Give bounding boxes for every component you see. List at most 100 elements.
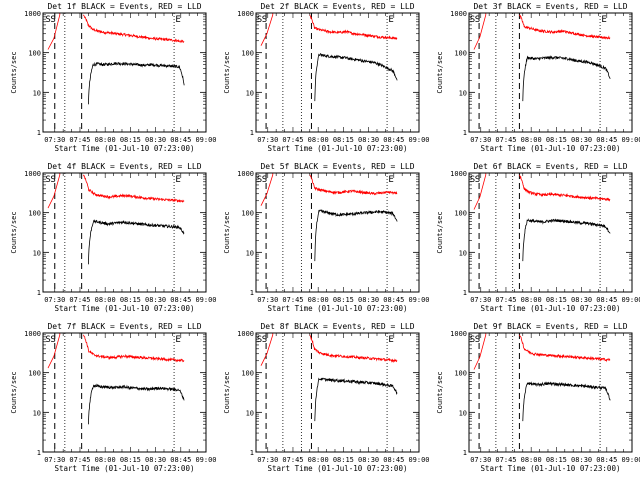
- x-tick-label: 08:15: [333, 456, 354, 464]
- start-marker-label: S: [50, 15, 55, 25]
- y-tick-label: 1: [463, 289, 467, 297]
- x-tick-label: 07:45: [495, 296, 516, 304]
- end-marker-label: E: [388, 175, 393, 185]
- end-marker-label: E: [601, 15, 606, 25]
- start-marker-label: S: [50, 175, 55, 185]
- x-tick-label: 08:15: [120, 296, 141, 304]
- x-axis-label: Start Time (01-Jul-10 07:23:00): [55, 144, 195, 153]
- start-marker-label: S: [475, 335, 480, 345]
- x-tick-label: 09:00: [408, 296, 429, 304]
- panel-det-6: Det 6f BLACK = Events, RED = LLD 1 10 100 10…: [436, 162, 640, 313]
- start-marker-label: S: [475, 175, 480, 185]
- start-marker-label: S: [470, 15, 475, 25]
- x-tick-label: 07:30: [44, 456, 65, 464]
- events-series-line: [522, 55, 611, 102]
- end-marker-label: E: [388, 15, 393, 25]
- x-tick-label: 08:45: [383, 136, 404, 144]
- x-axis-label: Start Time (01-Jul-10 07:23:00): [481, 464, 621, 473]
- x-axis-label: Start Time (01-Jul-10 07:23:00): [55, 464, 195, 473]
- lld-series-line: [473, 13, 611, 50]
- y-tick-label: 10: [246, 409, 254, 417]
- y-tick-label: 1: [37, 449, 41, 457]
- lld-series-line: [47, 13, 185, 50]
- y-tick-label: 10: [246, 249, 254, 257]
- panel-title: Det 1f BLACK = Events, RED = LLD: [47, 2, 201, 11]
- y-tick-label: 1000: [450, 10, 467, 18]
- y-tick-label: 100: [28, 370, 41, 378]
- x-axis-label: Start Time (01-Jul-10 07:23:00): [55, 304, 195, 313]
- y-tick-label: 10: [33, 409, 41, 417]
- events-series-line: [88, 219, 185, 265]
- y-tick-label: 1000: [237, 10, 254, 18]
- x-tick-label: 08:30: [571, 456, 592, 464]
- x-axis-label: Start Time (01-Jul-10 07:23:00): [481, 144, 621, 153]
- plot-frame: [42, 172, 207, 293]
- x-tick-label: 07:30: [257, 456, 278, 464]
- plot-frame: [255, 172, 420, 293]
- plot-frame: [255, 332, 420, 453]
- y-tick-label: 10: [459, 249, 467, 257]
- y-tick-label: 1000: [237, 170, 254, 178]
- start-marker-label: S: [45, 15, 50, 25]
- panel-title: Det 9f BLACK = Events, RED = LLD: [473, 322, 627, 331]
- lld-series-line: [260, 13, 398, 46]
- y-tick-label: 1000: [24, 170, 41, 178]
- lld-series-line: [47, 173, 185, 209]
- panel-det-5: Det 5f BLACK = Events, RED = LLD 1 10 100 10…: [223, 162, 430, 313]
- y-tick-label: 100: [454, 370, 467, 378]
- y-axis-label: Counts/sec: [436, 211, 444, 253]
- y-tick-label: 100: [454, 50, 467, 58]
- x-tick-label: 08:00: [308, 296, 329, 304]
- y-axis-label: Counts/sec: [223, 51, 231, 93]
- start-marker-label: S: [470, 335, 475, 345]
- lld-series-line: [260, 333, 398, 366]
- x-tick-label: 08:15: [120, 136, 141, 144]
- x-tick-label: 09:00: [621, 456, 640, 464]
- x-tick-label: 07:30: [470, 296, 491, 304]
- y-tick-label: 1000: [24, 330, 41, 338]
- y-tick-label: 1000: [24, 10, 41, 18]
- panel-title: Det 3f BLACK = Events, RED = LLD: [473, 2, 627, 11]
- x-tick-label: 07:45: [69, 136, 90, 144]
- start-marker-label: S: [50, 335, 55, 345]
- x-tick-label: 08:30: [145, 296, 166, 304]
- plot-frame: [468, 172, 633, 293]
- x-tick-label: 07:30: [470, 456, 491, 464]
- x-tick-label: 07:45: [69, 456, 90, 464]
- plot-frame: [468, 332, 633, 453]
- panel-det-3: Det 3f BLACK = Events, RED = LLD 1 10 100 10…: [436, 2, 640, 153]
- y-tick-label: 10: [459, 409, 467, 417]
- x-tick-label: 08:00: [521, 136, 542, 144]
- x-tick-label: 07:30: [44, 136, 65, 144]
- start-marker-label: S: [475, 15, 480, 25]
- x-tick-label: 08:45: [596, 136, 617, 144]
- y-tick-label: 100: [241, 210, 254, 218]
- start-marker-label: S: [257, 15, 262, 25]
- plot-frame: [255, 12, 420, 133]
- x-tick-label: 09:00: [621, 136, 640, 144]
- y-tick-label: 100: [241, 50, 254, 58]
- x-tick-label: 08:30: [571, 296, 592, 304]
- x-tick-label: 08:45: [383, 456, 404, 464]
- y-tick-label: 1: [250, 129, 254, 137]
- y-tick-label: 100: [28, 210, 41, 218]
- y-tick-label: 1000: [237, 330, 254, 338]
- x-tick-label: 07:45: [282, 296, 303, 304]
- x-tick-label: 09:00: [195, 136, 216, 144]
- x-tick-label: 08:45: [383, 296, 404, 304]
- x-tick-label: 09:00: [195, 296, 216, 304]
- start-marker-label: S: [257, 335, 262, 345]
- x-tick-label: 08:15: [333, 296, 354, 304]
- x-tick-label: 08:00: [95, 456, 116, 464]
- x-tick-label: 08:00: [95, 136, 116, 144]
- x-tick-label: 08:15: [120, 456, 141, 464]
- end-marker-label: E: [601, 175, 606, 185]
- y-axis-label: Counts/sec: [223, 211, 231, 253]
- x-tick-label: 07:30: [257, 136, 278, 144]
- y-tick-label: 10: [33, 249, 41, 257]
- x-tick-label: 07:30: [257, 296, 278, 304]
- start-marker-label: S: [470, 175, 475, 185]
- x-axis-label: Start Time (01-Jul-10 07:23:00): [481, 304, 621, 313]
- lld-series-line: [47, 333, 185, 369]
- panel-title: Det 7f BLACK = Events, RED = LLD: [47, 322, 201, 331]
